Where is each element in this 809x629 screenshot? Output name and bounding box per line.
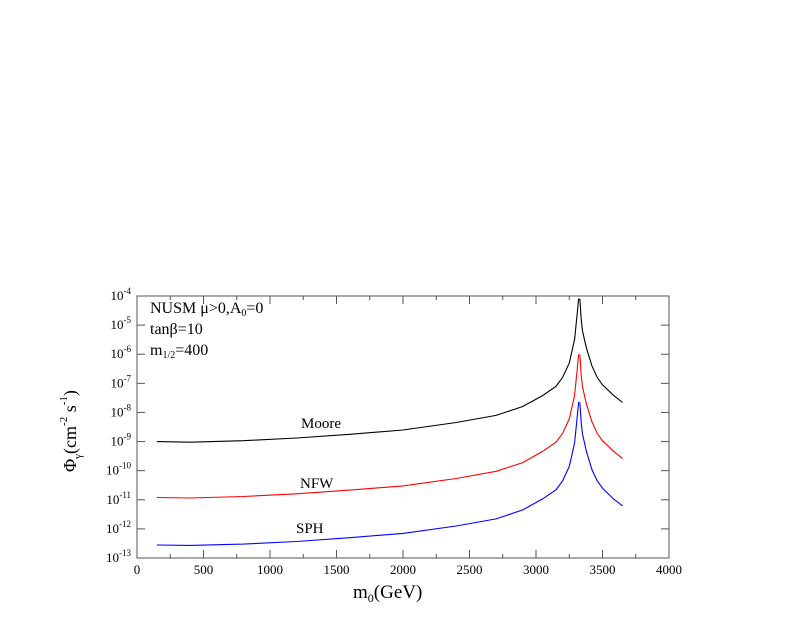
- x-tick-label: 2500: [457, 562, 483, 577]
- y-tick-label: 10-4: [111, 286, 132, 303]
- x-tick-label: 4000: [656, 562, 682, 577]
- series-label-moore: Moore: [301, 416, 341, 432]
- y-tick-label: 10-12: [106, 519, 131, 536]
- x-tick-label: 3500: [590, 562, 616, 577]
- series-label-sph: SPH: [296, 521, 324, 537]
- y-axis-label: Φγ(cm-2 s-1): [58, 390, 84, 472]
- series-label-nfw: NFW: [300, 476, 334, 492]
- series-lines: [156, 298, 623, 546]
- y-tick-label: 10-5: [111, 315, 132, 332]
- axes: 0 500 1000 1500 2000 2500 3000 3500 4000 10-4 10-5…: [106, 286, 682, 577]
- x-tick-label: 500: [194, 562, 214, 577]
- annotation-line2: tanβ=10: [150, 321, 203, 338]
- x-tick-label: 1500: [324, 562, 350, 577]
- y-tick-label: 10-10: [106, 461, 131, 478]
- y-tick-label: 10-13: [106, 548, 131, 565]
- y-tick-label: 10-11: [106, 490, 131, 507]
- y-tick-label: 10-6: [111, 344, 132, 361]
- x-tick-label: 0: [134, 562, 141, 577]
- x-axis-label: m0(GeV): [353, 582, 422, 605]
- plot-frame: [136, 295, 670, 559]
- x-tick-label: 1000: [257, 562, 283, 577]
- annotation-line1: NUSM μ>0,A0=0: [150, 300, 263, 319]
- series-line-moore: [156, 298, 623, 443]
- annotation-line3: m1/2=400: [150, 342, 208, 361]
- y-tick-label: 10-7: [111, 373, 132, 390]
- y-tick-label: 10-8: [111, 402, 132, 419]
- y-tick-label: 10-9: [111, 432, 132, 449]
- series-line-nfw: [156, 354, 623, 499]
- series-line-sph: [156, 401, 623, 546]
- x-tick-label: 3000: [523, 562, 549, 577]
- x-tick-label: 2000: [390, 562, 416, 577]
